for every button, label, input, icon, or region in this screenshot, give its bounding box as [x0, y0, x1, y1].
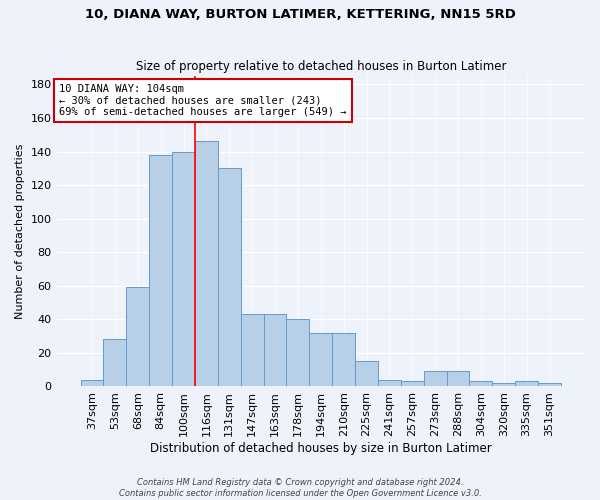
Title: Size of property relative to detached houses in Burton Latimer: Size of property relative to detached ho… — [136, 60, 506, 74]
Bar — [332, 333, 355, 386]
Bar — [195, 142, 218, 386]
Bar — [80, 380, 103, 386]
Bar — [424, 372, 446, 386]
Bar — [127, 288, 149, 386]
Bar — [493, 383, 515, 386]
Text: 10, DIANA WAY, BURTON LATIMER, KETTERING, NN15 5RD: 10, DIANA WAY, BURTON LATIMER, KETTERING… — [85, 8, 515, 20]
Text: 10 DIANA WAY: 104sqm
← 30% of detached houses are smaller (243)
69% of semi-deta: 10 DIANA WAY: 104sqm ← 30% of detached h… — [59, 84, 347, 117]
Y-axis label: Number of detached properties: Number of detached properties — [15, 144, 25, 319]
X-axis label: Distribution of detached houses by size in Burton Latimer: Distribution of detached houses by size … — [150, 442, 491, 455]
Bar — [446, 372, 469, 386]
Bar — [401, 382, 424, 386]
Bar — [103, 340, 127, 386]
Bar — [241, 314, 263, 386]
Bar — [149, 155, 172, 386]
Bar — [310, 333, 332, 386]
Bar — [469, 382, 493, 386]
Bar — [538, 383, 561, 386]
Bar — [355, 362, 378, 386]
Bar — [515, 382, 538, 386]
Bar — [378, 380, 401, 386]
Text: Contains HM Land Registry data © Crown copyright and database right 2024.
Contai: Contains HM Land Registry data © Crown c… — [119, 478, 481, 498]
Bar — [263, 314, 286, 386]
Bar — [172, 152, 195, 386]
Bar — [218, 168, 241, 386]
Bar — [286, 320, 310, 386]
